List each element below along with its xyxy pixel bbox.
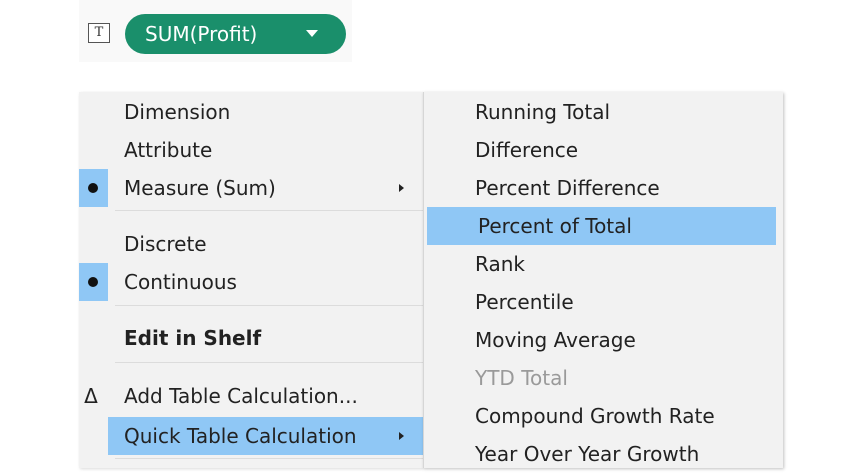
submenu-item-running-total[interactable]: Running Total (475, 100, 611, 124)
check-gutter (79, 169, 108, 207)
submenu-item-moving-average[interactable]: Moving Average (475, 328, 636, 352)
submenu-item-percent-difference[interactable]: Percent Difference (475, 176, 660, 200)
bullet-icon (88, 183, 98, 193)
bullet-icon (88, 277, 98, 287)
pill-label: SUM(Profit) (145, 22, 258, 46)
submenu-item-compound-growth-rate[interactable]: Compound Growth Rate (475, 404, 715, 428)
menu-item-continuous[interactable]: Continuous (79, 263, 423, 301)
menu-separator (115, 210, 423, 211)
submenu-item-difference[interactable]: Difference (475, 138, 579, 162)
submenu-item-rank[interactable]: Rank (475, 252, 525, 276)
menu-item-edit-in-shelf[interactable]: Edit in Shelf (124, 326, 262, 350)
menu-item-add-table-calculation[interactable]: Δ Add Table Calculation... (79, 377, 423, 415)
text-mark-icon[interactable]: T (88, 23, 110, 43)
quick-table-calculation-submenu: Running Total Difference Percent Differe… (423, 92, 783, 468)
sum-profit-pill[interactable]: SUM(Profit) (125, 14, 346, 54)
menu-item-measure-sum[interactable]: Measure (Sum) (79, 169, 423, 207)
check-gutter (79, 263, 108, 301)
menu-separator (115, 305, 423, 306)
menu-item-dimension[interactable]: Dimension (124, 100, 231, 124)
pill-context-menu: Dimension Attribute Measure (Sum) Discre… (79, 92, 423, 468)
menu-item-attribute[interactable]: Attribute (124, 138, 213, 162)
menu-item-discrete[interactable]: Discrete (124, 232, 207, 256)
menu-separator (115, 362, 423, 363)
menu-separator (115, 458, 423, 459)
submenu-item-ytd-total: YTD Total (475, 366, 568, 390)
caret-down-icon[interactable] (306, 30, 318, 37)
submenu-item-percent-of-total[interactable]: Percent of Total (427, 207, 776, 245)
delta-icon: Δ (84, 384, 98, 408)
submenu-item-percentile[interactable]: Percentile (475, 290, 574, 314)
submenu-arrow-icon (399, 432, 404, 440)
submenu-item-year-over-year-growth[interactable]: Year Over Year Growth (475, 442, 700, 466)
menu-item-quick-table-calculation[interactable]: Quick Table Calculation (108, 417, 423, 455)
submenu-arrow-icon (399, 184, 404, 192)
